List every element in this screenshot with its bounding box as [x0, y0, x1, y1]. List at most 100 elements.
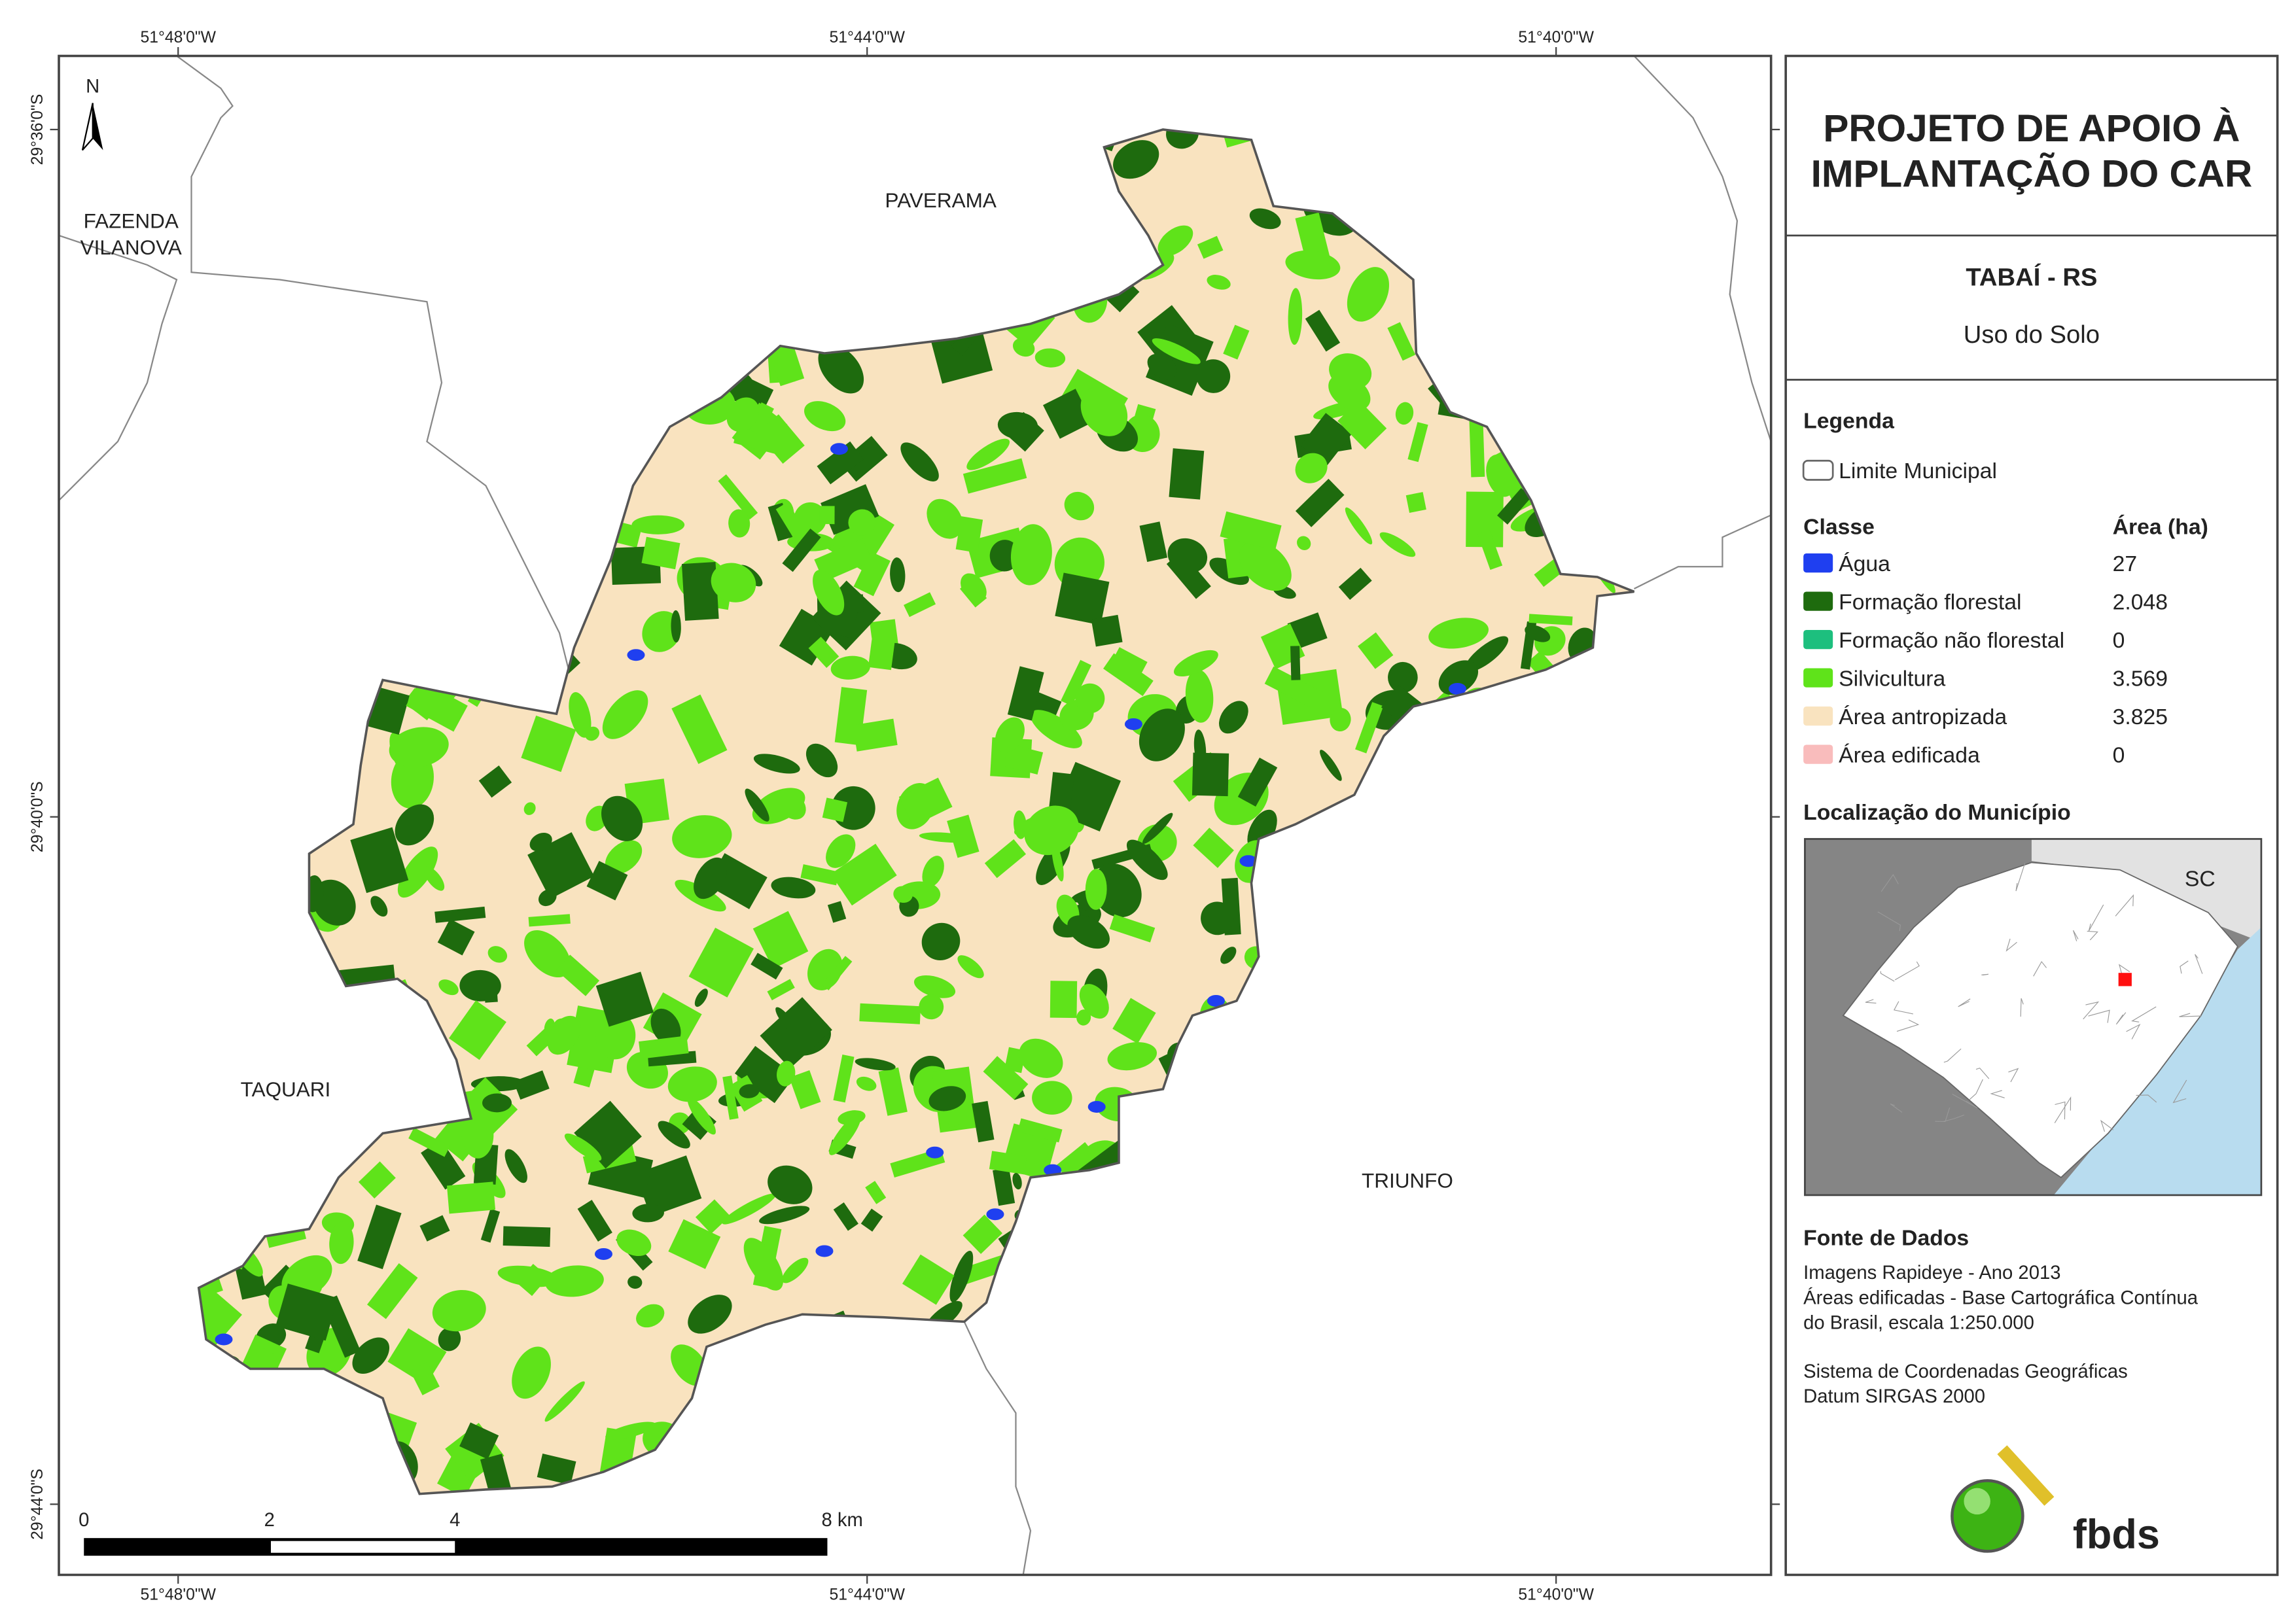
- land-patch: [524, 930, 571, 978]
- land-patch: [989, 1151, 1027, 1175]
- land-patch: [775, 1007, 798, 1035]
- land-patch: [1300, 413, 1352, 466]
- land-patch: [833, 1054, 855, 1103]
- land-patch: [1166, 551, 1211, 599]
- land-patch: [919, 994, 944, 1020]
- land-patch: [671, 694, 728, 764]
- land-patch: [904, 592, 936, 618]
- legend-class-name: Formação florestal: [1839, 589, 2021, 614]
- land-patch: [949, 1250, 974, 1302]
- land-patch: [408, 1127, 450, 1157]
- inset-line: [1881, 874, 1899, 892]
- land-patch: [739, 1084, 760, 1098]
- land-patch: [1003, 743, 1044, 775]
- land-patch: [1469, 420, 1485, 478]
- inset-line: [1893, 1001, 1913, 1015]
- land-patch: [728, 509, 751, 538]
- land-patch: [668, 1219, 721, 1269]
- land-patch: [1112, 647, 1148, 674]
- land-patch: [1525, 625, 1551, 642]
- land-patch: [1048, 772, 1074, 814]
- north-arrow-right: [92, 103, 103, 150]
- land-patch: [813, 569, 845, 616]
- land-patch: [963, 1214, 1003, 1254]
- land-patch: [521, 715, 576, 773]
- land-patch: [833, 1202, 858, 1231]
- land-patch: [921, 922, 961, 960]
- land-patch: [1079, 984, 1109, 1019]
- water-patch: [1239, 855, 1258, 867]
- legend-title: Legenda: [1803, 409, 1894, 434]
- inset-line: [2033, 961, 2047, 977]
- land-patch: [528, 914, 571, 927]
- land-patch: [437, 918, 475, 956]
- land-patch: [860, 1208, 883, 1232]
- land-patch: [768, 1165, 813, 1204]
- land-patch: [1103, 653, 1154, 697]
- land-patch: [722, 1075, 739, 1120]
- land-patch: [1249, 208, 1281, 230]
- inset-line: [1981, 973, 1988, 976]
- inset-line: [1990, 1090, 2005, 1098]
- land-patch: [782, 529, 821, 572]
- land-patch: [446, 1181, 496, 1214]
- land-patch: [804, 401, 846, 432]
- land-patch: [671, 610, 681, 643]
- land-patch: [1147, 353, 1177, 380]
- boundary-line: [1633, 514, 1771, 589]
- legend-swatch: [1803, 668, 1833, 688]
- land-patch: [1061, 659, 1092, 707]
- land-patch: [601, 795, 643, 841]
- land-patch: [631, 515, 685, 534]
- land-patch: [789, 1070, 821, 1109]
- scale-label: 8 km: [821, 1510, 862, 1531]
- land-patch: [972, 1100, 995, 1143]
- inset-line: [2172, 1079, 2187, 1104]
- inset-line: [1969, 1079, 1983, 1100]
- legend-swatch: [1803, 553, 1833, 573]
- legend-class-area: 3.569: [2113, 666, 2168, 691]
- inset-sea: [2053, 927, 2261, 1195]
- lon-label-top: 51°48'0"W: [140, 29, 216, 46]
- land-patch: [410, 1362, 440, 1395]
- inset-map: [1805, 839, 2261, 1195]
- inset-line: [2088, 904, 2104, 932]
- land-patch: [449, 1000, 506, 1060]
- land-patch: [1220, 947, 1237, 964]
- inset-line: [2005, 938, 2017, 952]
- land-patch: [1388, 661, 1418, 693]
- land-patch: [751, 952, 783, 980]
- land-patch: [688, 928, 754, 998]
- land-patch: [830, 655, 870, 680]
- side-panel: [1784, 54, 2279, 1577]
- land-patch: [1034, 348, 1066, 368]
- land-patch: [902, 1254, 955, 1305]
- land-patch: [927, 498, 963, 539]
- land-patch: [421, 1139, 466, 1190]
- land-patch: [357, 1204, 402, 1270]
- land-patch: [529, 832, 552, 852]
- inset-line: [2088, 1009, 2110, 1023]
- inset-line: [1943, 1114, 1965, 1122]
- land-patch: [687, 1097, 716, 1135]
- land-patch: [1007, 666, 1044, 721]
- land-patch: [1320, 750, 1342, 781]
- land-patch: [694, 857, 727, 899]
- land-patch: [397, 846, 438, 898]
- land-patch: [805, 743, 838, 778]
- inset-line: [2195, 954, 2203, 974]
- land-patch: [1091, 614, 1123, 647]
- inset-location-marker: [2118, 973, 2132, 986]
- land-patch: [658, 1121, 690, 1149]
- place-label: PAVERAMA: [885, 188, 997, 212]
- land-patch: [667, 1066, 717, 1102]
- source-line: Sistema de Coordenadas Geográficas: [1803, 1361, 2128, 1382]
- inset-line: [1877, 911, 1901, 932]
- water-patch: [815, 1245, 834, 1257]
- land-patch: [1075, 683, 1105, 714]
- land-patch: [865, 1181, 887, 1204]
- land-patch: [672, 815, 732, 858]
- land-patch: [1157, 225, 1193, 256]
